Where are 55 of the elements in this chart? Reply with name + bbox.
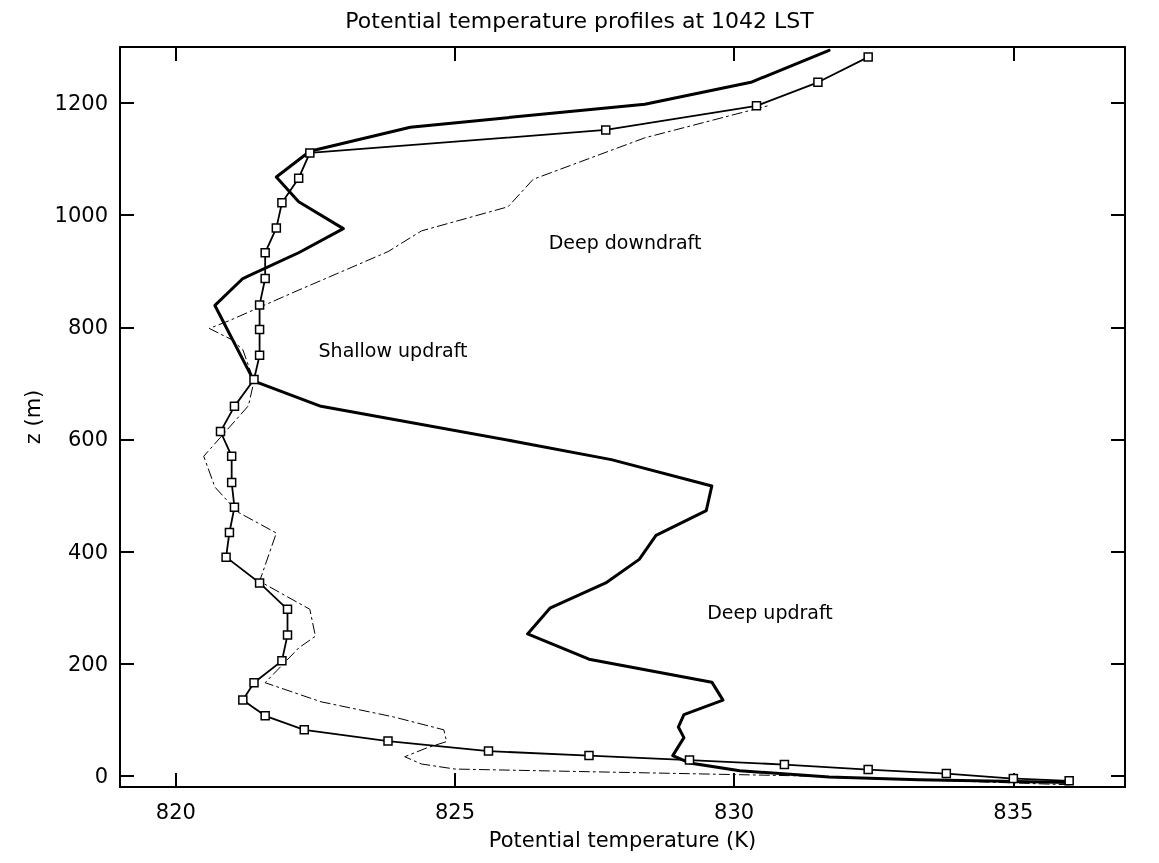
point: [277, 656, 287, 666]
point: [254, 300, 265, 310]
point: [483, 746, 494, 756]
point: [229, 502, 240, 513]
point: [238, 695, 248, 705]
point: [221, 552, 231, 562]
point: [282, 604, 293, 615]
point: [383, 736, 393, 746]
y-tick-label: 800: [67, 315, 108, 340]
point: [271, 223, 282, 233]
y-tick-label: 0: [94, 763, 108, 788]
point: [584, 750, 594, 761]
point: [779, 759, 790, 770]
point: [254, 578, 265, 588]
point: [601, 125, 611, 135]
point: [282, 630, 293, 640]
annotation: Deep downdraft: [548, 231, 702, 253]
point: [751, 101, 762, 111]
point: [249, 677, 259, 688]
y-tick-label: 200: [67, 651, 108, 676]
y-tick-label: 1200: [54, 91, 108, 116]
point: [260, 247, 270, 258]
annotation: Shallow updraft: [318, 339, 468, 361]
y-axis-title: z (m): [21, 389, 46, 445]
point: [226, 477, 237, 488]
x-tick-label: 825: [434, 799, 476, 824]
point: [260, 711, 270, 721]
point: [260, 273, 270, 284]
point: [863, 764, 873, 775]
point: [229, 401, 240, 412]
point: [293, 173, 304, 183]
point: [299, 725, 309, 735]
point: [277, 198, 287, 208]
y-tick-label: 600: [67, 427, 108, 452]
point: [863, 52, 873, 62]
point: [254, 324, 265, 335]
point: [215, 426, 226, 437]
point: [1064, 776, 1074, 786]
point: [941, 768, 952, 779]
annotation: Deep updraft: [707, 601, 833, 623]
x-axis-title: Potential temperature (K): [488, 827, 757, 852]
point: [813, 77, 823, 88]
point: [684, 755, 695, 765]
x-tick-label: 820: [155, 799, 196, 824]
point: [305, 148, 315, 158]
x-tick-label: 830: [714, 799, 755, 824]
point: [249, 374, 259, 385]
point: [1008, 773, 1019, 784]
point: [224, 527, 235, 538]
x-tick-label: 835: [993, 799, 1034, 824]
point: [226, 451, 237, 461]
point: [254, 350, 265, 361]
y-tick-label: 400: [67, 539, 108, 564]
y-tick-label: 1000: [54, 203, 108, 228]
chart-title: Potential temperature profiles at 1042 LST: [345, 7, 815, 33]
